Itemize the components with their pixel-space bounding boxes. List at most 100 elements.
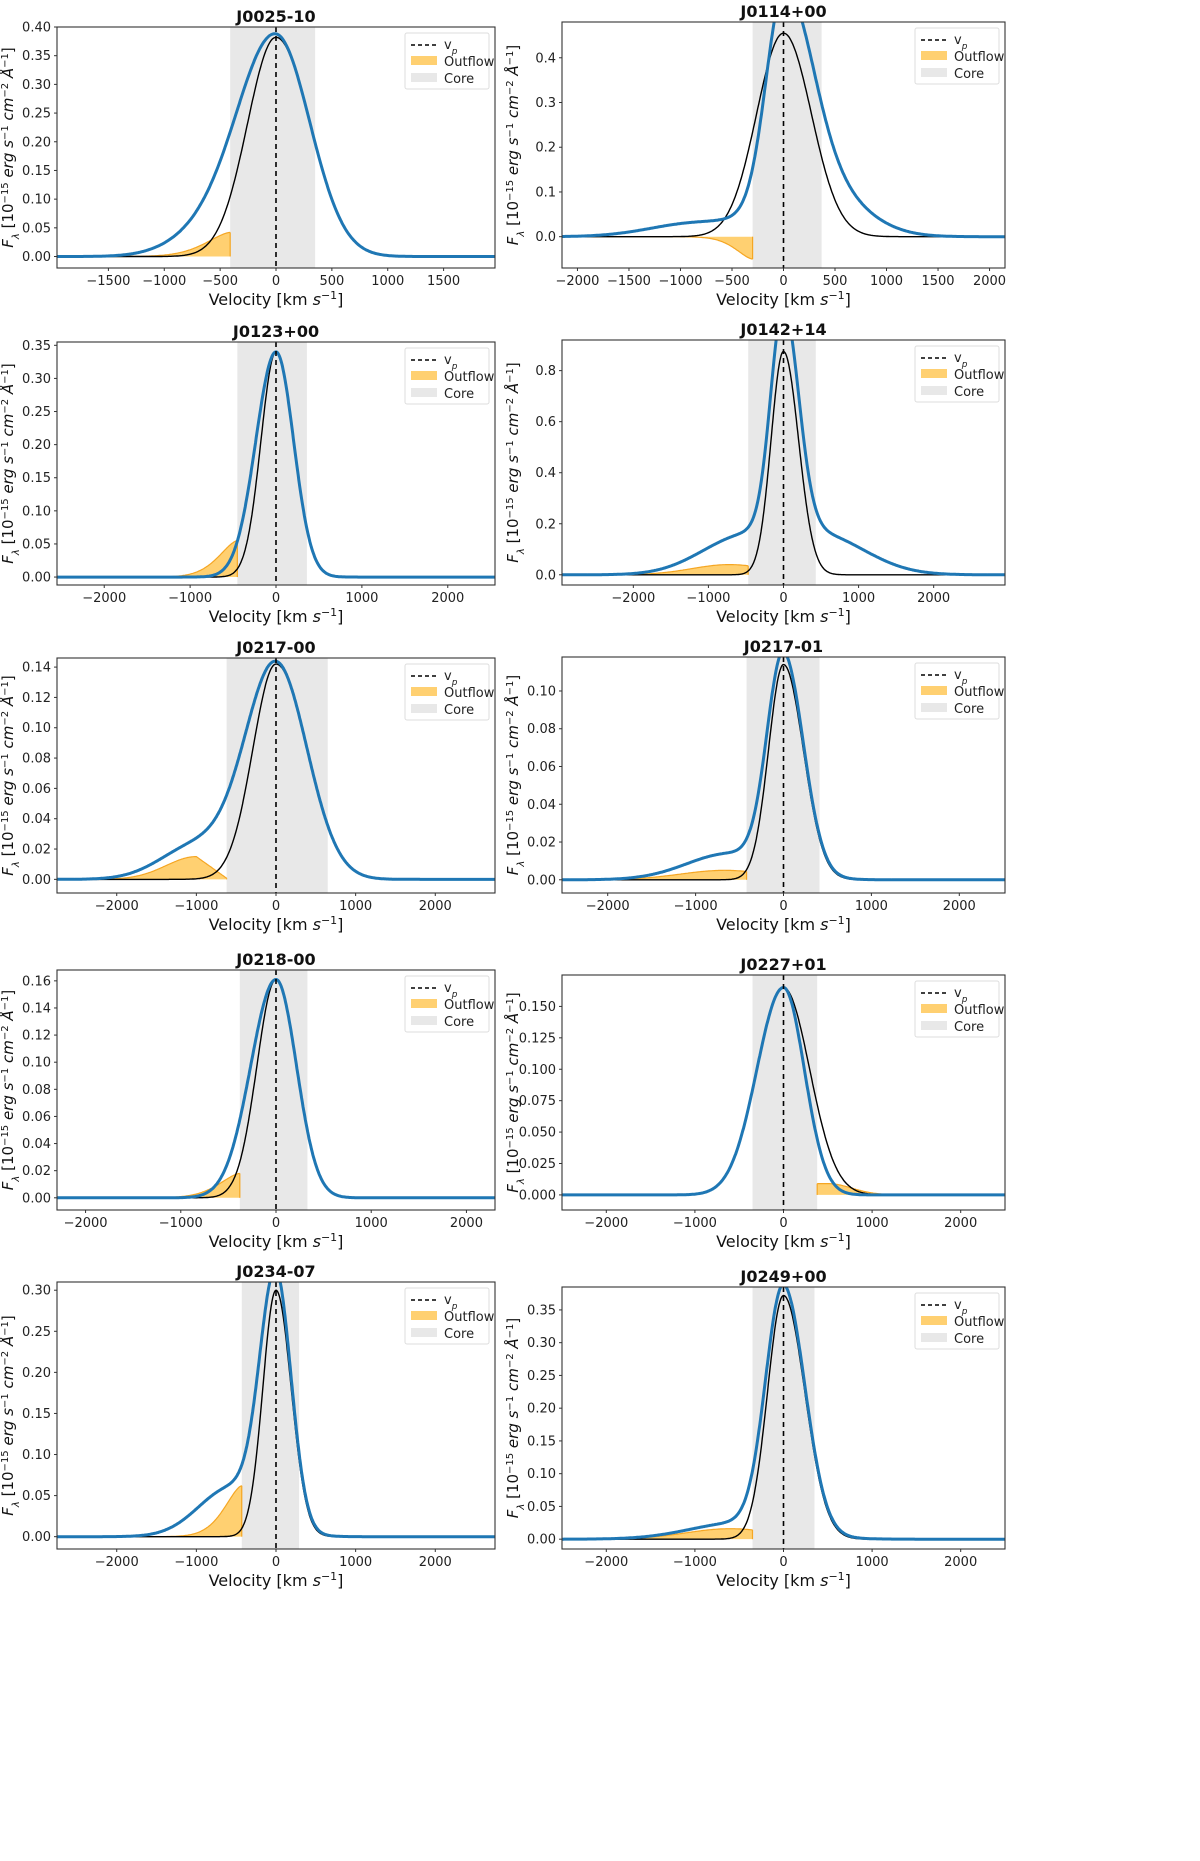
legend-outflow-label: Outflow <box>954 685 1005 700</box>
y-tick-label: 0.150 <box>519 1000 556 1015</box>
x-tick-label: −500 <box>714 274 750 289</box>
legend-core-label: Core <box>444 1015 474 1030</box>
legend-core-label: Core <box>444 1327 474 1342</box>
legend-vp-subscript: p <box>451 990 458 1000</box>
y-tick-label: 0.12 <box>22 691 51 706</box>
x-tick-label: 2000 <box>419 1555 452 1570</box>
y-tick-label: 0.06 <box>22 782 51 797</box>
y-tick-label: 0.30 <box>22 1284 51 1299</box>
y-tick-label: 0.35 <box>22 49 51 64</box>
x-tick-label: 1000 <box>855 899 888 914</box>
plot-area <box>57 1282 495 1549</box>
x-axis-label: Velocity [km s−1] <box>209 1231 344 1252</box>
core-band <box>752 975 818 1210</box>
panel-title: J0217-01 <box>743 637 823 656</box>
y-tick-label: 0.00 <box>22 250 51 265</box>
y-tick-label: 0.15 <box>22 1407 51 1422</box>
y-tick-label: 0.00 <box>22 571 51 586</box>
x-tick-label: 0 <box>779 1555 787 1570</box>
x-axis-label: Velocity [km s−1] <box>716 1570 851 1591</box>
panel-j0249+00: −2000 −1000 0 1000 2000 0.00 0.05 0.10 0.15 0.20 0… <box>503 1267 1006 1591</box>
x-tick-label: 1000 <box>345 591 378 606</box>
x-tick-label: −2000 <box>611 591 655 606</box>
legend-vp-subscript: p <box>451 1302 458 1312</box>
legend-core-swatch <box>921 68 947 77</box>
legend-outflow-swatch <box>921 686 947 695</box>
x-tick-label: 2000 <box>944 1555 977 1570</box>
x-tick-label: 500 <box>319 274 344 289</box>
x-tick-label: 0 <box>272 899 280 914</box>
y-tick-label: 0.15 <box>527 1434 556 1449</box>
y-tick-label: 0.14 <box>22 661 51 676</box>
y-tick-label: 0.025 <box>519 1157 556 1172</box>
y-tick-label: 0.05 <box>527 1500 556 1515</box>
panel-j0217-00: −2000 −1000 0 1000 2000 0.00 0.02 0.04 0.06 0.08 0… <box>0 638 496 934</box>
legend-outflow-swatch <box>411 1311 437 1320</box>
panel-j0025-10: −1500 −1000 −500 0 500 1000 1500 0.00 0.05 0.10 0.… <box>0 7 496 309</box>
legend-vp-subscript: p <box>451 362 458 372</box>
panel-title: J0114+00 <box>739 2 826 21</box>
y-tick-label: 0.40 <box>22 21 51 36</box>
y-tick-label: 0.10 <box>22 721 51 736</box>
y-tick-label: 0.05 <box>22 1489 51 1504</box>
x-tick-label: 0 <box>779 591 787 606</box>
panel-j0217-01: −2000 −1000 0 1000 2000 0.00 0.02 0.04 0.06 0.08 0… <box>503 637 1006 934</box>
y-tick-label: 0.20 <box>22 135 51 150</box>
y-tick-label: 0.1 <box>535 185 556 200</box>
y-axis-label: Fλ [10−15 erg s−1 cm−2 Å−1] <box>0 363 22 563</box>
x-tick-label: 0 <box>272 1555 280 1570</box>
y-axis-label: Fλ [10−15 erg s−1 cm−2 Å−1] <box>503 675 527 875</box>
core-band <box>239 970 308 1210</box>
x-tick-label: −1000 <box>159 1216 203 1231</box>
legend-outflow-swatch <box>921 1316 947 1325</box>
y-tick-label: 0.25 <box>527 1369 556 1384</box>
x-tick-label: −1000 <box>673 1555 717 1570</box>
x-tick-label: 1000 <box>856 1555 889 1570</box>
x-tick-label: 1000 <box>371 274 404 289</box>
y-tick-label: 0.00 <box>22 873 51 888</box>
legend-outflow-label: Outflow <box>954 1315 1005 1330</box>
x-tick-label: 1000 <box>856 1216 889 1231</box>
legend-outflow-label: Outflow <box>444 998 495 1013</box>
legend-outflow-label: Outflow <box>954 368 1005 383</box>
core-band <box>230 27 316 268</box>
y-tick-label: 0.125 <box>519 1031 556 1046</box>
panel-title: J0218-00 <box>235 950 315 969</box>
x-tick-label: 1000 <box>355 1216 388 1231</box>
y-axis-label: Fλ [10−15 erg s−1 cm−2 Å−1] <box>503 1318 527 1518</box>
y-axis-label: Fλ [10−15 erg s−1 cm−2 Å−1] <box>0 675 22 875</box>
x-tick-label: 500 <box>823 274 848 289</box>
y-axis-label: Fλ [10−15 erg s−1 cm−2 Å−1] <box>503 992 527 1192</box>
legend-core-swatch <box>411 704 437 713</box>
outflow-area <box>562 236 753 260</box>
panel-title: J0217-00 <box>235 638 315 657</box>
y-tick-label: 0.06 <box>22 1110 51 1125</box>
plot-area <box>562 975 1005 1210</box>
x-tick-label: −1500 <box>86 274 130 289</box>
legend-outflow-label: Outflow <box>444 55 495 70</box>
x-tick-label: 2000 <box>431 591 464 606</box>
legend-core-swatch <box>921 1333 947 1342</box>
y-tick-label: 0.12 <box>22 1029 51 1044</box>
y-tick-label: 0.00 <box>22 1530 51 1545</box>
y-tick-label: 0.02 <box>22 843 51 858</box>
legend-outflow-label: Outflow <box>954 1003 1005 1018</box>
y-tick-label: 0.04 <box>527 798 556 813</box>
x-tick-label: 0 <box>272 274 280 289</box>
x-tick-label: −2000 <box>555 274 599 289</box>
y-tick-label: 0.3 <box>535 96 556 111</box>
x-tick-label: 0 <box>779 899 787 914</box>
outflow-area <box>817 1183 1005 1195</box>
y-tick-label: 0.05 <box>22 221 51 236</box>
legend-vp-subscript: p <box>961 677 968 687</box>
panel-j0234-07: −2000 −1000 0 1000 2000 0.00 0.05 0.10 0.15 0.20 0… <box>0 1262 496 1590</box>
legend-core-swatch <box>921 1021 947 1030</box>
total-profile-line <box>562 22 1005 239</box>
y-tick-label: 0.10 <box>22 1448 51 1463</box>
x-tick-label: −1500 <box>607 274 651 289</box>
